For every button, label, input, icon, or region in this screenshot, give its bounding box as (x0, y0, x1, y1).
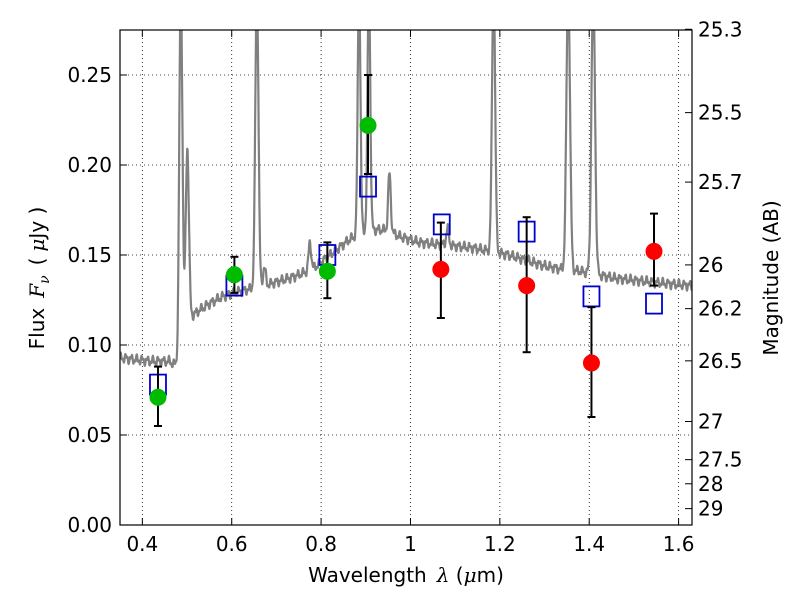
y2-tick-label-9: 29 (698, 497, 723, 521)
y2-tick-label-4: 26.2 (698, 297, 743, 321)
y2-tick-label-8: 28 (698, 472, 723, 496)
observed-limits-point-0 (432, 260, 450, 278)
axis-ticks: 0.4 0.6 0.8 1 1.2 1.4 1.6 0.00 0.05 0.10 0.15 0.20 0… (67, 17, 742, 556)
x-tick-label-2: 0.8 (305, 532, 337, 556)
x-axis-label-lambda: λ (436, 563, 450, 587)
x-tick-label-3: 1 (404, 532, 417, 556)
y-tick-label-2: 0.10 (67, 333, 112, 357)
y2-tick-label-2: 25.7 (698, 170, 743, 194)
observed-detections-point-2 (318, 262, 336, 280)
y-tick-label-5: 0.25 (67, 63, 112, 87)
observed-detections-point-1 (225, 266, 243, 284)
x-tick-label-0: 0.4 (126, 532, 158, 556)
y2-tick-label-3: 26 (698, 253, 723, 277)
model-spectrum-line (120, 30, 692, 369)
y-tick-label-4: 0.20 (67, 153, 112, 177)
observed-limits-point-1 (518, 277, 536, 295)
observed-limits-point-3 (645, 242, 663, 260)
plot-area (120, 30, 692, 427)
x-tick-label-5: 1.4 (573, 532, 605, 556)
x-tick-label-4: 1.2 (484, 532, 516, 556)
x-axis-label-word: Wavelength (308, 563, 427, 587)
x-tick-label-6: 1.6 (663, 532, 695, 556)
y2-tick-label-7: 27.5 (698, 448, 743, 472)
observed-limits-point-2 (582, 354, 600, 372)
y-tick-label-3: 0.15 (67, 243, 112, 267)
model-photometry-square-3 (359, 175, 377, 198)
model-photometry-square-7 (645, 292, 663, 315)
y2-tick-label-0: 25.3 (698, 17, 743, 41)
x-tick-label-1: 0.6 (216, 532, 248, 556)
y2-tick-label-6: 27 (698, 410, 723, 434)
observed-detections-point-3 (359, 116, 377, 134)
x-axis-label: Wavelength λ (μm) (308, 563, 504, 587)
y-axis-label: FluxFν(μJy ) (25, 207, 53, 350)
y-tick-label-1: 0.05 (67, 423, 112, 447)
plot-frame (119, 29, 693, 526)
y-tick-label-0: 0.00 (67, 513, 112, 537)
y2-tick-label-1: 25.5 (698, 101, 743, 125)
y2-tick-label-5: 26.5 (698, 349, 743, 373)
observed-detections-point-0 (149, 388, 167, 406)
y2-axis-label: Magnitude (AB) (759, 200, 783, 355)
x-axis-label-unit: ( (449, 563, 463, 587)
